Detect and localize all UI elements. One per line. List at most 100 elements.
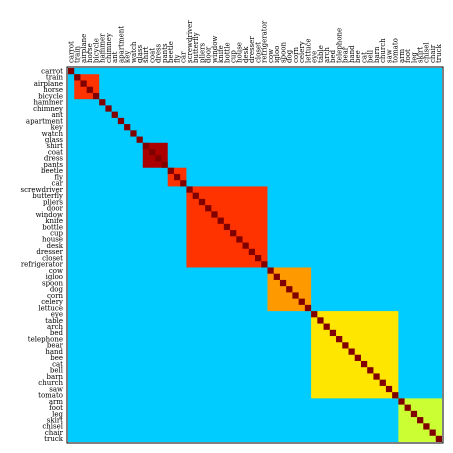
diagonal-cell-key [124, 124, 131, 131]
row-label-chisel: chisel [42, 423, 63, 431]
diagonal-cell-saw [385, 385, 393, 393]
column-label-eye: eye [311, 51, 319, 63]
row-label-spoon: spoon [42, 279, 64, 287]
column-label-bear: bear [342, 46, 350, 63]
diagonal-cell-pliers [198, 198, 206, 206]
row-label-cat: cat [52, 360, 63, 368]
diagonal-cell-barn [373, 373, 380, 380]
column-label-bicycle: bicycle [92, 38, 100, 63]
column-label-coat: coat [148, 48, 156, 63]
column-label-bee: bee [354, 50, 362, 63]
diagonal-cell-arm [398, 398, 405, 405]
diagonal-cell-apartment [117, 117, 125, 125]
diagonal-cell-desk [242, 242, 249, 249]
row-label-igloo: igloo [46, 273, 63, 281]
diagonal-cell-screwdriver [186, 186, 193, 193]
column-label-horse: horse [86, 43, 94, 63]
column-label-pliers: pliers [198, 43, 206, 63]
row-label-chimney: chimney [33, 105, 63, 113]
column-label-dresser: dresser [248, 36, 256, 63]
diagonal-cell-beetle [167, 167, 174, 174]
row-label-cup: cup [50, 229, 63, 237]
diagonal-cell-door [205, 205, 212, 212]
column-label-refrigerator: refrigerator [261, 20, 269, 63]
column-label-cow: cow [267, 49, 275, 63]
diagonal-cell-fly [173, 173, 181, 181]
diagonal-cell-table [317, 317, 324, 324]
column-label-dog: dog [286, 49, 294, 63]
column-label-bottle: bottle [223, 42, 231, 63]
diagonal-cell-knife [217, 217, 224, 224]
row-label-airplane: airplane [34, 80, 63, 88]
row-label-desk: desk [47, 242, 64, 250]
column-label-bell: bell [367, 49, 375, 63]
row-label-bottle: bottle [42, 223, 63, 231]
diagonal-cell-hammer [99, 99, 106, 106]
diagonal-cell-refrigerator [261, 261, 268, 268]
column-label-chair: chair [429, 44, 437, 63]
diagonal-cell-truck [435, 435, 442, 442]
diagonal-cell-dress [155, 155, 162, 162]
diagonal-cell-chair [429, 429, 436, 436]
row-label-dog: dog [50, 286, 64, 294]
row-label-beetle: beetle [41, 167, 63, 175]
diagonal-cell-bear [342, 342, 349, 349]
row-label-coat: coat [48, 148, 63, 156]
row-label-train: train [46, 74, 64, 82]
column-label-butterfly: butterfly [192, 32, 200, 63]
row-label-arch: arch [47, 323, 63, 331]
row-label-closet: closet [42, 254, 63, 262]
row-label-church: church [38, 379, 63, 387]
diagonal-cell-pants [161, 161, 168, 168]
row-label-bee: bee [50, 354, 63, 362]
row-label-dress: dress [44, 155, 64, 163]
column-labels: carrottrainairplanehorsebicyclehammerchi… [67, 20, 443, 63]
column-label-igloo: igloo [273, 46, 281, 63]
column-label-glass: glass [136, 45, 144, 63]
column-label-chimney: chimney [105, 33, 113, 63]
diagonal-cell-bottle [223, 223, 231, 231]
column-label-beetle: beetle [167, 41, 175, 63]
diagonal-cell-chisel [423, 423, 430, 430]
column-label-key: key [124, 51, 132, 63]
diagonal-cell-ant [111, 111, 118, 118]
column-label-car: car [180, 51, 188, 63]
column-label-corn: corn [292, 47, 300, 63]
column-label-telephone: telephone [335, 28, 343, 63]
row-label-shirt: shirt [47, 142, 64, 150]
row-label-lettuce: lettuce [38, 304, 63, 312]
column-label-celery: celery [298, 41, 306, 63]
diagonal-cell-igloo [273, 273, 280, 280]
column-label-knife: knife [217, 45, 225, 63]
row-label-eye: eye [51, 311, 63, 319]
diagonal-cell-cat [360, 360, 368, 368]
heatmap-cells [68, 68, 442, 442]
row-label-dresser: dresser [36, 248, 63, 256]
diagonal-cell-car [180, 180, 187, 187]
row-label-car: car [52, 180, 64, 188]
plot-frame [66, 66, 444, 444]
diagonal-cell-cup [230, 230, 237, 237]
column-label-tomato: tomato [392, 38, 400, 63]
row-label-tomato: tomato [38, 392, 63, 400]
row-label-bear: bear [47, 342, 64, 350]
row-labels: carrottrainairplanehorsebicyclehammerchi… [20, 67, 63, 443]
column-label-cup: cup [229, 50, 237, 63]
diagonal-cell-corn [292, 292, 299, 299]
column-label-spoon: spoon [279, 41, 287, 63]
row-label-butterfly: butterfly [32, 192, 63, 200]
row-label-window: window [36, 211, 63, 219]
diagonal-cell-leg [410, 410, 418, 418]
row-label-refrigerator: refrigerator [21, 261, 64, 269]
diagonal-cell-closet [255, 255, 262, 262]
column-label-leg: leg [410, 52, 418, 63]
diagonal-cell-eye [311, 311, 318, 318]
column-label-truck: truck [435, 43, 443, 63]
row-label-corn: corn [47, 292, 63, 300]
diagonal-cell-bee [354, 354, 361, 361]
column-label-arch: arch [323, 47, 331, 63]
row-label-house: house [42, 236, 63, 244]
row-label-glass: glass [45, 136, 63, 144]
diagonal-cell-spoon [279, 279, 287, 287]
